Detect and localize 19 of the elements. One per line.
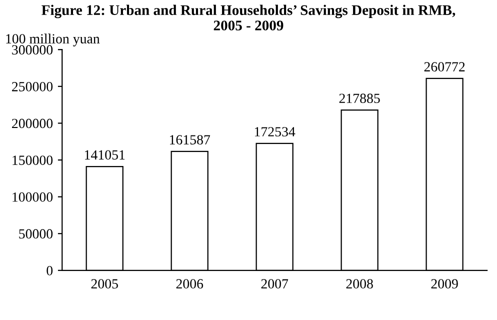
- data-label: 260772: [424, 62, 465, 72]
- data-label: 217885: [339, 94, 380, 104]
- y-tick-label: 50000: [19, 229, 53, 239]
- x-tick-label: 2008: [346, 279, 373, 289]
- x-tick-label: 2005: [91, 279, 118, 289]
- data-label: 172534: [254, 127, 296, 136]
- x-tick-label: 2006: [176, 279, 204, 289]
- y-tick-label: 0: [46, 266, 53, 276]
- y-tick-label: 150000: [12, 156, 53, 165]
- x-tick-label: 2009: [431, 279, 458, 289]
- chart-title: Figure 12: Urban and Rural Households’ Savings Deposit in RMB, 2005 - 2009: [42, 4, 456, 30]
- y-tick-label: 300000: [12, 45, 53, 55]
- data-label: 141051: [85, 150, 125, 160]
- x-tick-label: 2007: [261, 279, 288, 289]
- y-tick-label: 200000: [12, 118, 53, 128]
- y-tick-label: 100000: [12, 192, 53, 202]
- data-label: 161587: [170, 135, 210, 144]
- y-tick-label: 250000: [12, 82, 53, 92]
- y-axis-title: 100 million yuan: [6, 34, 100, 46]
